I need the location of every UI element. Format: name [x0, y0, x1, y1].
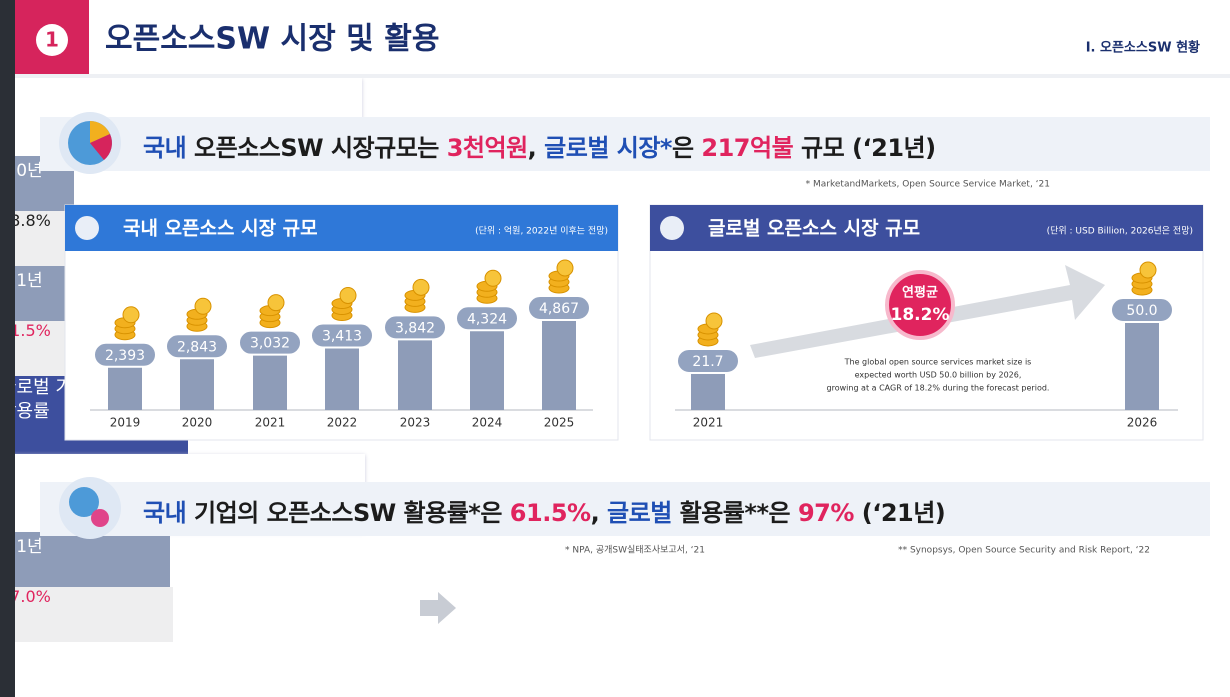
headline-part: (‘21년) — [853, 499, 946, 527]
section-label: Ⅰ. 오픈소스SW 현황 — [1086, 40, 1200, 56]
coin — [412, 278, 430, 296]
headline-part: 오픈소스SW 시장규모는 — [186, 134, 447, 162]
source-note: * MarketandMarkets, Open Source Service … — [806, 180, 1050, 190]
x-tick-label: 2022 — [327, 416, 358, 430]
icon — [69, 487, 99, 517]
value-pill — [383, 314, 447, 341]
value-label: 3,413 — [322, 328, 362, 344]
icon — [90, 121, 110, 143]
value-label: 3,032 — [250, 336, 290, 352]
chart-note: expected worth USD 50.0 billion by 2026, — [855, 371, 1022, 380]
headline-part: 3천억원 — [446, 134, 528, 162]
trend-arrow — [750, 265, 1105, 358]
header-bg — [15, 0, 1230, 74]
bar — [253, 352, 287, 410]
headline-part: , — [590, 499, 608, 527]
bar — [470, 328, 504, 410]
bar — [398, 337, 432, 410]
value-label: 21.7 — [692, 354, 723, 370]
coin — [122, 306, 140, 324]
x-tick-label: 2021 — [693, 416, 724, 430]
cagr-value: 18.2% — [891, 305, 950, 325]
value-pill — [455, 305, 519, 332]
year-box: ‘21년 — [0, 532, 170, 587]
coin — [705, 312, 723, 330]
chart-subtitle: (단위 : 억원, 2022년 이후는 전망) — [475, 225, 608, 237]
headline: 국내 기업의 오픈소스SW 활용률*은 61.5%, 글로벌 활용률**은 97… — [143, 493, 946, 528]
value-label: 3,842 — [395, 320, 435, 336]
chart-header — [650, 205, 1203, 251]
headline-part: 활용률**은 — [671, 499, 798, 527]
value-label: 50.0 — [1126, 303, 1157, 319]
headline-part: , — [527, 134, 545, 162]
coin — [194, 297, 212, 315]
cagr-label: 연평균 — [902, 285, 938, 301]
bar — [180, 356, 214, 410]
chart-title: 국내 오픈소스 시장 규모 — [123, 218, 318, 240]
bar — [108, 364, 142, 410]
value-pill — [1110, 297, 1174, 323]
headline-part: 국내 — [143, 134, 187, 162]
x-tick-label: 2026 — [1127, 416, 1158, 430]
bar — [691, 370, 725, 410]
icon — [91, 509, 109, 527]
headline-part: 97% — [797, 499, 854, 527]
section-number: 1 — [45, 28, 59, 52]
value-label: 4,867 — [539, 301, 579, 317]
headline-part: 규모 (‘21년) — [793, 134, 936, 162]
source-note: * NPA, 공개SW실태조사보고서, ‘21 — [565, 545, 705, 556]
bar — [325, 345, 359, 410]
source-note: ** Synopsys, Open Source Security and Ri… — [898, 546, 1150, 556]
x-tick-label: 2020 — [182, 416, 213, 430]
headline-part: 국내 — [143, 499, 187, 527]
chart-icon — [660, 216, 684, 240]
left-strip — [0, 0, 15, 697]
cagr-badge — [885, 270, 955, 340]
bar — [1125, 320, 1159, 410]
value-label: 2,843 — [177, 339, 217, 355]
headline-part: 217억불 — [701, 134, 794, 162]
chart-title: 글로벌 오픈소스 시장 규모 — [708, 218, 920, 240]
chart-header — [65, 205, 618, 251]
headline-part: 61.5% — [509, 499, 591, 527]
x-tick-label: 2025 — [544, 416, 575, 430]
chart-icon — [75, 216, 99, 240]
page-title: 오픈소스SW 시장 및 활용 — [105, 22, 439, 57]
value-pill — [165, 333, 229, 360]
chart-subtitle: (단위 : USD Billion, 2026년은 전망) — [1047, 226, 1193, 237]
headline-band — [40, 117, 1210, 171]
headline-part: 글로벌 시장* — [544, 134, 672, 162]
x-tick-label: 2021 — [255, 416, 286, 430]
bar — [542, 318, 576, 410]
value-pill — [93, 341, 157, 368]
coin — [267, 294, 285, 312]
x-tick-label: 2019 — [110, 416, 141, 430]
headline-band — [40, 482, 1210, 536]
coin — [1139, 261, 1157, 279]
chart-note: The global open source services market s… — [844, 358, 1032, 367]
coin — [339, 286, 357, 304]
x-tick-label: 2023 — [400, 416, 431, 430]
arrow — [420, 592, 456, 624]
headline-part: 기업의 오픈소스SW 활용률*은 — [186, 499, 510, 527]
headline: 국내 오픈소스SW 시장규모는 3천억원, 글로벌 시장*은 217억불 규모 … — [143, 128, 936, 163]
value-label: 4,324 — [467, 311, 507, 327]
value-pill — [527, 295, 591, 321]
value-pill — [238, 329, 302, 356]
icon — [90, 134, 112, 160]
coin — [556, 259, 574, 277]
headline-part: 은 — [671, 134, 702, 162]
header-shadow — [15, 74, 1230, 78]
x-tick-label: 2024 — [472, 416, 503, 430]
coin — [484, 269, 502, 287]
chart-note: growing at a CAGR of 18.2% during the fo… — [827, 384, 1050, 393]
number-circle — [36, 24, 68, 56]
headline-part: 글로벌 — [607, 499, 672, 527]
value-pill — [310, 322, 374, 349]
value-label: 2,393 — [105, 348, 145, 364]
value-pill — [676, 347, 740, 374]
